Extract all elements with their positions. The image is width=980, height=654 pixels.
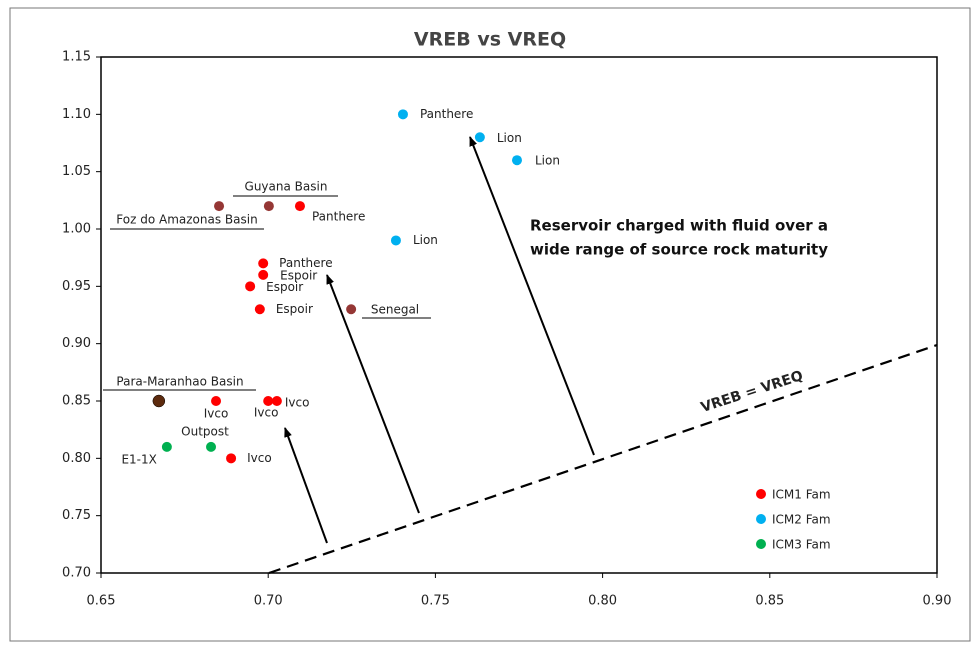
- legend-marker: [756, 489, 766, 499]
- y-tick-label: 0.75: [62, 508, 91, 523]
- plot-area: [100, 56, 938, 574]
- annotation: Guyana Basin: [245, 180, 328, 194]
- point-label: Ivco: [204, 407, 229, 421]
- point-label: E1-1X: [121, 452, 156, 466]
- x-tick-label: 0.65: [87, 594, 116, 609]
- x-tick-label: 0.70: [254, 594, 283, 609]
- annotation: Para-Maranhao Basin: [116, 375, 243, 389]
- y-tick-label: 0.95: [62, 279, 91, 294]
- point-label: Lion: [497, 131, 522, 145]
- point-label: Lion: [413, 233, 438, 247]
- point: [161, 441, 172, 452]
- annotation: Senegal: [371, 303, 419, 317]
- point: [206, 441, 217, 452]
- y-tick-label: 1.00: [62, 222, 91, 237]
- point-label: Lion: [535, 154, 560, 168]
- point-label: Panthere: [279, 256, 332, 270]
- point: [271, 396, 282, 406]
- point: [346, 304, 357, 315]
- point: [263, 396, 274, 406]
- point: [390, 235, 401, 246]
- point-label: Panthere: [420, 107, 473, 121]
- annotation: Foz do Amazonas Basin: [116, 213, 257, 227]
- legend-label: ICM2 Fam: [772, 513, 831, 527]
- point: [214, 201, 225, 212]
- point-label: Espoir: [280, 268, 317, 282]
- legend-label: ICM3 Fam: [772, 538, 831, 552]
- point: [254, 304, 265, 315]
- point: [211, 396, 222, 406]
- point-label: Ivco: [285, 396, 310, 410]
- x-tick-label: 0.90: [923, 594, 952, 609]
- legend-label: ICM1 Fam: [772, 488, 831, 502]
- point: [474, 132, 485, 143]
- arrow: [469, 136, 595, 456]
- legend-marker: [756, 539, 766, 549]
- x-tick-label: 0.80: [588, 594, 617, 609]
- x-tick-label: 0.75: [421, 594, 450, 609]
- y-tick-label: 1.10: [62, 107, 91, 122]
- point: [226, 453, 237, 464]
- annotation: Reservoir charged with fluid over a: [530, 217, 828, 235]
- y-tick-label: 0.85: [62, 394, 91, 409]
- point: [152, 394, 166, 408]
- chart-border: [9, 7, 971, 642]
- parity-line: [268, 343, 938, 575]
- y-tick-label: 1.05: [62, 164, 91, 179]
- y-tick-label: 1.15: [62, 50, 91, 65]
- point: [511, 155, 522, 166]
- legend-marker: [756, 514, 766, 524]
- point-label: Outpost: [181, 424, 229, 438]
- arrow: [284, 427, 328, 544]
- y-tick-label: 0.80: [62, 451, 91, 466]
- chart-title: VREB vs VREQ: [414, 29, 566, 51]
- point: [263, 201, 274, 212]
- point-label: Espoir: [276, 302, 313, 316]
- arrow: [326, 274, 420, 514]
- point-label: Ivco: [247, 451, 272, 465]
- point-label: Espoir: [266, 280, 303, 294]
- point: [258, 258, 269, 269]
- point: [258, 269, 269, 280]
- x-tick-label: 0.85: [755, 594, 784, 609]
- annotation: wide range of source rock maturity: [530, 241, 828, 259]
- y-tick-label: 0.70: [62, 566, 91, 581]
- point: [245, 281, 256, 292]
- point-label: Ivco: [254, 406, 279, 420]
- point-label: Panthere: [312, 210, 365, 224]
- point: [294, 201, 305, 212]
- y-tick-label: 0.90: [62, 336, 91, 351]
- point: [397, 109, 408, 120]
